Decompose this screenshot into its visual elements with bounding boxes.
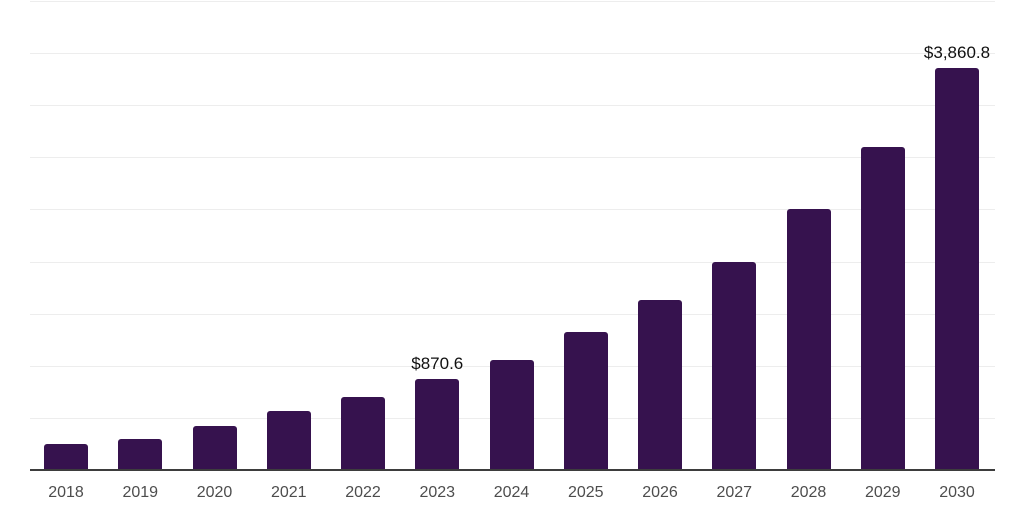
x-tick-2023: 2023 <box>419 484 456 501</box>
x-axis-line <box>30 469 995 471</box>
x-tick-2025: 2025 <box>567 484 604 501</box>
bar-2025 <box>563 332 608 470</box>
x-tick-2018: 2018 <box>48 484 84 501</box>
gridline-2500 <box>30 209 995 211</box>
gridline-4500 <box>30 1 995 2</box>
gridline-3000 <box>30 157 995 159</box>
bar-2028 <box>786 209 831 470</box>
x-tick-2029: 2029 <box>864 484 901 501</box>
x-tick-2028: 2028 <box>790 484 827 501</box>
bar-2018 <box>44 443 88 470</box>
data-label-2030: $3,860.8 <box>923 42 991 62</box>
gridline-3500 <box>30 105 995 107</box>
bar-2020 <box>192 426 237 470</box>
x-tick-2019: 2019 <box>122 484 159 501</box>
x-tick-2022: 2022 <box>345 484 381 501</box>
bar-2027 <box>712 261 757 470</box>
bar-2024 <box>489 359 534 470</box>
x-tick-2021: 2021 <box>270 484 307 501</box>
bar-2021 <box>266 411 311 470</box>
bar-2023 <box>415 379 460 470</box>
bar-2029 <box>860 146 905 470</box>
bar-2026 <box>638 300 682 470</box>
bar-2030 <box>935 67 979 470</box>
x-tick-2020: 2020 <box>196 484 233 501</box>
x-tick-2024: 2024 <box>493 484 530 501</box>
gridline-2000 <box>30 261 995 263</box>
gridline-4000 <box>30 53 995 55</box>
x-tick-2030: 2030 <box>939 484 975 501</box>
data-label-2023: $870.6 <box>411 354 464 374</box>
gridline-1500 <box>30 313 995 315</box>
x-tick-2026: 2026 <box>642 484 678 501</box>
bar-2022 <box>341 397 385 470</box>
bar-2019 <box>118 438 163 470</box>
x-tick-2027: 2027 <box>716 484 753 501</box>
